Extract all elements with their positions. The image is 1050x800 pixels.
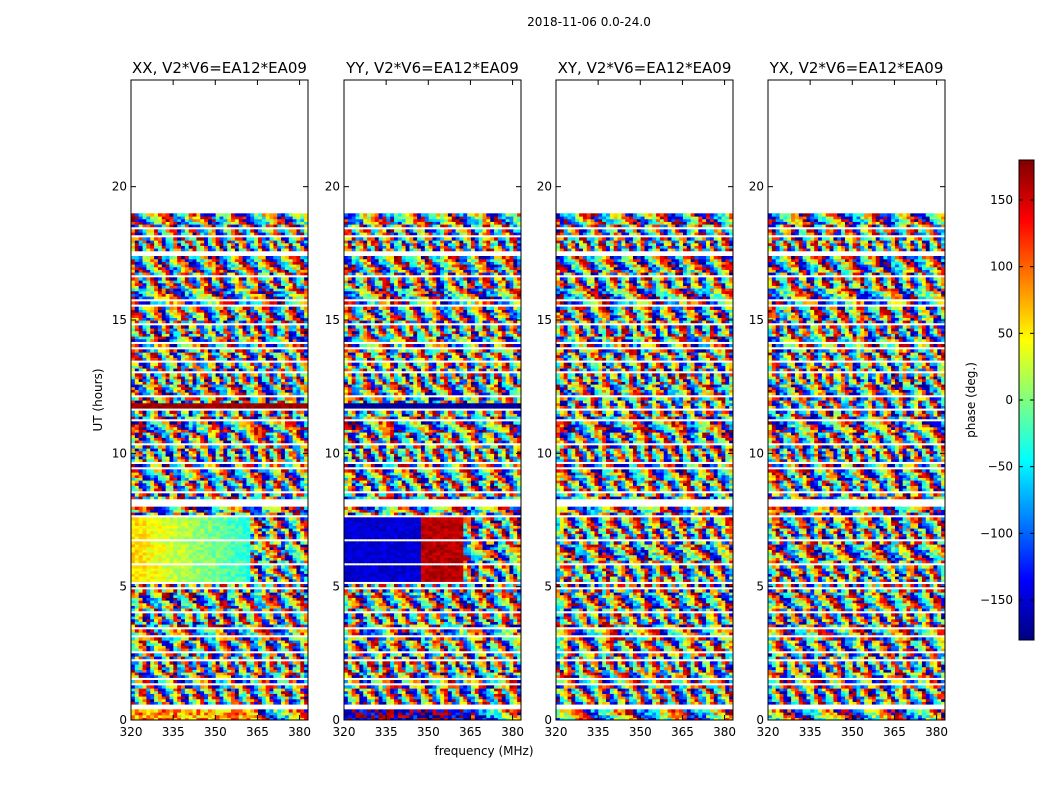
y-tick-label-3: 15 [749,313,764,327]
y-tick-label-3: 0 [756,713,764,727]
panel-2: XY, V2*V6=EA12*EA09 320 335 350 365 380 0 5 10 15… [537,59,736,739]
colorbar: 150 100 50 0 −50 −100 −150 [980,159,1035,641]
x-tick-label-0: 380 [288,725,311,739]
colorbar-tick-label: −100 [980,526,1013,540]
y-tick-label-3: 10 [749,446,764,460]
x-tick-label-0: 350 [204,725,227,739]
x-tick-label-2: 365 [671,725,694,739]
x-tick-label-2: 335 [587,725,610,739]
y-tick-label-2: 0 [544,713,552,727]
colorbar-tick-label: 150 [990,193,1013,207]
panel-title-3: YX, V2*V6=EA12*EA09 [769,59,944,77]
x-tick-label-2: 320 [545,725,568,739]
colorbar-tick-label: −50 [988,460,1013,474]
x-tick-label-3: 335 [799,725,822,739]
y-tick-label-1: 15 [325,313,340,327]
y-tick-label-0: 15 [112,313,127,327]
y-axis-label: UT (hours) [91,368,105,431]
colorbar-tick-label: 100 [990,260,1013,274]
y-tick-label-1: 5 [332,580,340,594]
y-tick-label-0: 10 [112,446,127,460]
axes-frame-3 [767,79,946,721]
panel-title-1: YY, V2*V6=EA12*EA09 [345,59,519,77]
x-tick-label-2: 350 [629,725,652,739]
y-tick-label-3: 20 [749,180,764,194]
x-tick-label-3: 380 [925,725,948,739]
y-tick-label-2: 15 [537,313,552,327]
x-tick-label-0: 320 [120,725,143,739]
x-tick-label-1: 380 [501,725,524,739]
y-tick-label-3: 5 [756,580,764,594]
panel-title-2: XY, V2*V6=EA12*EA09 [558,59,732,77]
colorbar-tick-label: 50 [998,326,1013,340]
y-tick-label-2: 20 [537,180,552,194]
x-tick-label-1: 365 [459,725,482,739]
x-tick-label-0: 335 [162,725,185,739]
y-tick-label-0: 20 [112,180,127,194]
axes-frame-2 [555,79,734,721]
colorbar-tick-label: −150 [980,593,1013,607]
y-tick-label-0: 0 [119,713,127,727]
y-tick-label-0: 5 [119,580,127,594]
x-tick-label-1: 335 [375,725,398,739]
panel-1: YY, V2*V6=EA12*EA09 320 335 350 365 380 0 5 10 15… [325,59,524,739]
phase-image-2 [556,213,733,720]
panel-title-0: XX, V2*V6=EA12*EA09 [132,59,307,77]
panel-3: YX, V2*V6=EA12*EA09 320 335 350 365 380 0 5 10 15… [749,59,948,739]
phase-image-1 [344,213,521,720]
axes-frame-0 [130,79,309,721]
colorbar-label: phase (deg.) [964,362,978,438]
x-tick-label-1: 320 [333,725,356,739]
phase-image-0 [131,213,308,720]
figure-title: 2018-11-06 0.0-24.0 [527,15,651,29]
x-tick-label-2: 380 [713,725,736,739]
y-tick-label-2: 5 [544,580,552,594]
y-tick-label-1: 20 [325,180,340,194]
x-tick-label-0: 365 [246,725,269,739]
panels: XX, V2*V6=EA12*EA09 320 335 350 365 380 0 5 10 15… [112,59,948,739]
x-tick-label-3: 350 [841,725,864,739]
phase-image-3 [768,213,945,720]
x-tick-label-1: 350 [417,725,440,739]
x-axis-label: frequency (MHz) [434,744,533,758]
y-tick-label-1: 0 [332,713,340,727]
x-tick-label-3: 320 [757,725,780,739]
panel-0: XX, V2*V6=EA12*EA09 320 335 350 365 380 0 5 10 15… [112,59,311,739]
colorbar-tick-label: 0 [1005,393,1013,407]
axes-frame-1 [343,79,522,721]
x-tick-label-3: 365 [883,725,906,739]
y-tick-label-1: 10 [325,446,340,460]
y-tick-label-2: 10 [537,446,552,460]
